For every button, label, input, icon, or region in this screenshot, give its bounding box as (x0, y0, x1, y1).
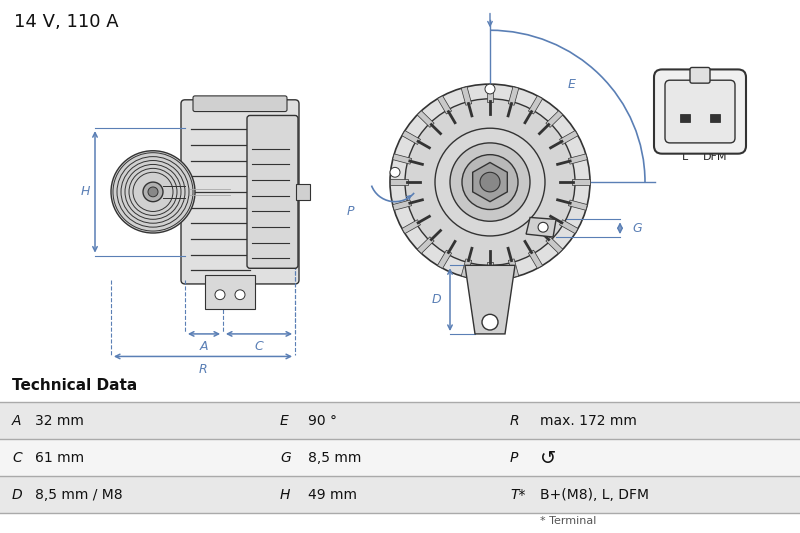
Text: G: G (632, 222, 642, 235)
Text: E: E (280, 414, 289, 429)
Polygon shape (569, 200, 587, 211)
Circle shape (482, 314, 498, 330)
Polygon shape (417, 111, 434, 127)
Text: DFM: DFM (702, 151, 727, 161)
Polygon shape (393, 154, 411, 164)
Polygon shape (462, 87, 472, 105)
Text: max. 172 mm: max. 172 mm (540, 414, 637, 429)
Text: A: A (12, 414, 22, 429)
Circle shape (111, 151, 195, 233)
Circle shape (148, 187, 158, 197)
Text: H: H (280, 488, 290, 502)
Polygon shape (569, 154, 587, 164)
Polygon shape (487, 84, 493, 102)
Text: ↺: ↺ (540, 449, 556, 467)
Circle shape (538, 222, 548, 232)
Polygon shape (546, 237, 563, 253)
Text: D: D (431, 293, 441, 306)
Text: D: D (12, 488, 22, 502)
Polygon shape (465, 265, 515, 334)
Polygon shape (417, 237, 434, 253)
Polygon shape (393, 200, 411, 211)
Bar (670, 132, 682, 140)
Bar (680, 115, 690, 123)
Polygon shape (462, 259, 472, 278)
Text: * Terminal: * Terminal (540, 516, 596, 526)
Polygon shape (438, 96, 451, 114)
Text: 61 mm: 61 mm (35, 451, 84, 465)
Polygon shape (402, 131, 421, 144)
Polygon shape (546, 111, 563, 127)
Text: T*: T* (510, 488, 526, 502)
Bar (0, 403, 800, 439)
Circle shape (235, 290, 245, 300)
Circle shape (143, 182, 163, 201)
Polygon shape (526, 217, 556, 237)
Text: Technical Data: Technical Data (12, 378, 138, 393)
Polygon shape (559, 220, 578, 233)
Circle shape (462, 155, 518, 209)
FancyBboxPatch shape (665, 80, 735, 143)
FancyBboxPatch shape (193, 96, 287, 111)
Text: E: E (568, 78, 576, 91)
Circle shape (390, 167, 400, 177)
Text: P: P (510, 451, 518, 465)
Polygon shape (487, 262, 493, 280)
Text: 8,5 mm / M8: 8,5 mm / M8 (35, 488, 122, 502)
Bar (710, 115, 720, 123)
Polygon shape (508, 87, 518, 105)
Text: B+(M8), L, DFM: B+(M8), L, DFM (540, 488, 649, 502)
Text: P: P (346, 205, 354, 218)
Polygon shape (559, 131, 578, 144)
Circle shape (405, 99, 575, 265)
Text: C: C (254, 340, 263, 353)
FancyBboxPatch shape (654, 69, 746, 154)
Circle shape (485, 84, 495, 94)
Polygon shape (402, 220, 421, 233)
Text: 90 °: 90 ° (308, 414, 337, 429)
Bar (718, 132, 730, 140)
Text: H: H (80, 185, 90, 198)
Bar (0, 477, 800, 513)
Text: G: G (280, 451, 290, 465)
Circle shape (390, 84, 590, 280)
Circle shape (215, 290, 225, 300)
Text: A: A (200, 340, 208, 353)
Text: 32 mm: 32 mm (35, 414, 84, 429)
Polygon shape (529, 250, 542, 269)
Text: R: R (510, 414, 520, 429)
Text: R: R (198, 362, 207, 376)
Polygon shape (529, 96, 542, 114)
Circle shape (435, 128, 545, 236)
Circle shape (480, 172, 500, 192)
Polygon shape (508, 259, 518, 278)
Circle shape (450, 143, 530, 221)
Bar (296, 184, 310, 200)
Text: 14 V, 110 A: 14 V, 110 A (14, 13, 119, 31)
FancyBboxPatch shape (247, 116, 298, 268)
FancyBboxPatch shape (181, 100, 299, 284)
Polygon shape (390, 179, 408, 185)
Text: L: L (682, 151, 688, 161)
Polygon shape (438, 250, 451, 269)
FancyBboxPatch shape (690, 68, 710, 83)
Text: 8,5 mm: 8,5 mm (308, 451, 362, 465)
Bar (0, 440, 800, 476)
Polygon shape (473, 163, 507, 201)
Text: C: C (12, 451, 22, 465)
Text: 49 mm: 49 mm (308, 488, 357, 502)
Polygon shape (572, 179, 590, 185)
Bar (205, 275, 255, 310)
